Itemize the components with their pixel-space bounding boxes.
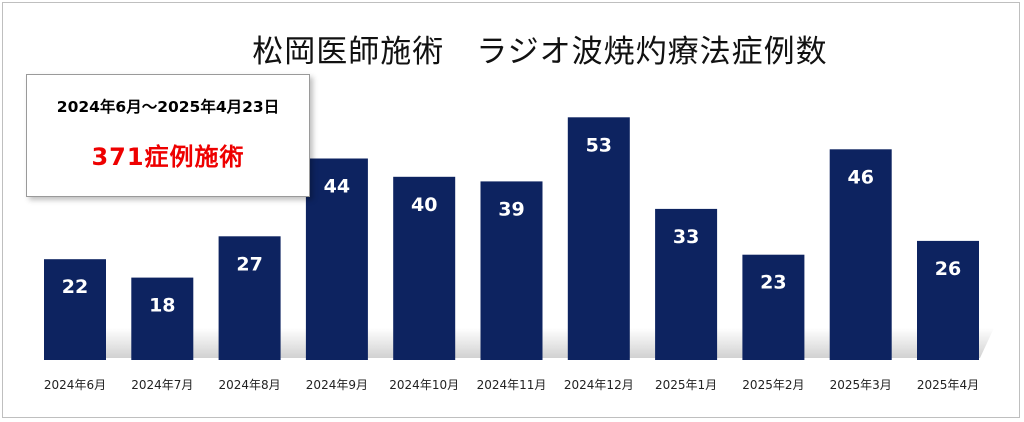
- x-tick-label: 2025年2月: [742, 378, 804, 392]
- bar-value-label: 39: [498, 198, 524, 220]
- bar-value-label: 33: [673, 226, 699, 248]
- bar-1: [44, 259, 106, 360]
- bar-10: [829, 149, 892, 360]
- bar-value-label: 22: [62, 276, 88, 298]
- x-tick-label: 2025年4月: [917, 378, 979, 392]
- bar-3: [218, 236, 281, 360]
- x-tick-label: 2024年6月: [44, 378, 106, 392]
- bar-value-label: 53: [586, 134, 612, 156]
- bar-value-label: 40: [411, 194, 437, 216]
- x-tick-label: 2024年12月: [564, 378, 634, 392]
- x-tick-label: 2024年11月: [477, 378, 547, 392]
- summary-total: 371症例施術: [91, 143, 245, 171]
- bar-6: [480, 181, 543, 360]
- summary-period: 2024年6月～2025年4月23日: [56, 98, 280, 116]
- bar-value-label: 46: [847, 166, 873, 188]
- chart-title: 松岡医師施術 ラジオ波焼灼療法症例数: [252, 34, 828, 70]
- bar-value-label: 23: [760, 272, 786, 294]
- x-tick-label: 2025年1月: [655, 378, 717, 392]
- x-tick-label: 2025年3月: [830, 378, 892, 392]
- x-tick-label: 2024年9月: [306, 378, 368, 392]
- summary-box: 2024年6月～2025年4月23日 371症例施術: [26, 74, 310, 197]
- bar-2: [131, 277, 194, 360]
- x-tick-label: 2024年7月: [131, 378, 193, 392]
- bar-value-label: 26: [935, 258, 961, 280]
- x-tick-label: 2024年8月: [219, 378, 281, 392]
- x-tick-label: 2024年10月: [389, 378, 459, 392]
- bar-9: [742, 254, 805, 360]
- bar-7: [567, 117, 630, 360]
- bar-8: [655, 208, 718, 360]
- bar-value-label: 18: [149, 295, 175, 317]
- bar-5: [393, 176, 456, 360]
- bar-value-label: 44: [324, 176, 350, 198]
- bar-11: [917, 240, 979, 360]
- bar-value-label: 27: [236, 253, 262, 275]
- bar-4: [305, 158, 368, 360]
